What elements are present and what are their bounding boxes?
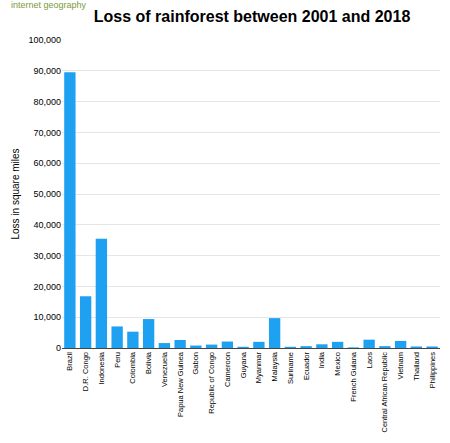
- svg-text:Cameroon: Cameroon: [223, 352, 232, 387]
- svg-text:90,000: 90,000: [33, 66, 61, 76]
- svg-text:80,000: 80,000: [33, 97, 61, 107]
- svg-text:Indonesia: Indonesia: [97, 351, 106, 384]
- svg-text:Philippines: Philippines: [428, 352, 437, 389]
- svg-text:French Guiana: French Guiana: [349, 351, 358, 401]
- svg-text:Gabon: Gabon: [191, 352, 200, 375]
- svg-text:50,000: 50,000: [33, 189, 61, 199]
- svg-text:100,000: 100,000: [28, 35, 61, 45]
- svg-text:70,000: 70,000: [33, 128, 61, 138]
- svg-text:Suriname: Suriname: [286, 352, 295, 384]
- svg-text:Vietnam: Vietnam: [396, 352, 405, 379]
- svg-text:Brazil: Brazil: [65, 352, 74, 371]
- svg-text:20,000: 20,000: [33, 282, 61, 292]
- svg-text:Venezuela: Venezuela: [160, 351, 169, 387]
- svg-text:Loss in square miles: Loss in square miles: [10, 148, 21, 239]
- svg-text:internet geography: internet geography: [11, 0, 87, 10]
- svg-text:Myanmar: Myanmar: [254, 352, 263, 384]
- svg-text:Bolivia: Bolivia: [144, 351, 153, 374]
- svg-text:Thailand: Thailand: [412, 352, 421, 381]
- svg-text:Guyana: Guyana: [239, 351, 248, 378]
- svg-text:Central African Republic: Central African Republic: [380, 352, 389, 433]
- svg-text:Ecuador: Ecuador: [302, 352, 311, 380]
- svg-text:D.R. Congo: D.R. Congo: [81, 352, 90, 391]
- svg-text:Colombia: Colombia: [128, 351, 137, 384]
- svg-text:Loss of rainforest between 200: Loss of rainforest between 2001 and 2018: [94, 8, 411, 25]
- svg-text:30,000: 30,000: [33, 251, 61, 261]
- svg-text:Papua New Guinea: Papua New Guinea: [176, 351, 185, 417]
- svg-text:Mexico: Mexico: [333, 352, 342, 376]
- svg-text:Peru: Peru: [113, 352, 122, 368]
- svg-text:10,000: 10,000: [33, 312, 61, 322]
- svg-text:40,000: 40,000: [33, 220, 61, 230]
- svg-text:Malaysia: Malaysia: [270, 351, 279, 381]
- svg-text:Laos: Laos: [365, 352, 374, 369]
- svg-text:Republic of Congo: Republic of Congo: [207, 352, 216, 414]
- svg-text:India: India: [317, 351, 326, 368]
- svg-text:0: 0: [56, 343, 61, 353]
- svg-text:60,000: 60,000: [33, 158, 61, 168]
